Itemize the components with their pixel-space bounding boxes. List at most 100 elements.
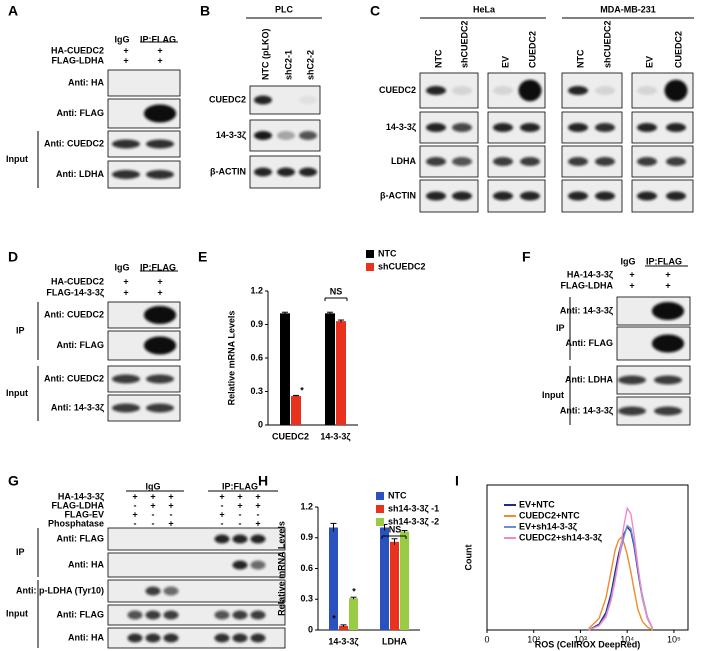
blot-label: Anti: FLAG: [57, 609, 105, 619]
sign: +: [629, 280, 634, 290]
band: [232, 633, 248, 643]
sign: +: [255, 500, 260, 510]
band: [618, 406, 646, 416]
band: [112, 374, 140, 384]
band: [595, 157, 615, 166]
header-label: IP:FLAG: [222, 481, 258, 491]
sign: +: [255, 518, 260, 528]
bar: [280, 313, 290, 425]
condition-label: HA-14-3-3ζ: [58, 491, 104, 501]
blot-label: CUEDC2: [379, 85, 416, 95]
panel-letter: E: [198, 249, 207, 265]
bar: [380, 527, 389, 630]
lane-label: EV: [500, 56, 510, 68]
sign: +: [237, 500, 242, 510]
band: [254, 167, 272, 177]
bar: [390, 541, 399, 630]
band: [520, 191, 540, 201]
band: [618, 375, 646, 385]
band: [654, 406, 682, 416]
band: [143, 104, 177, 123]
legend-label: NTC: [378, 248, 397, 258]
blot-box: [107, 604, 286, 626]
condition-label: HA-14-3-3ζ: [567, 269, 613, 279]
panel-letter: C: [370, 3, 380, 19]
sign: +: [150, 500, 155, 510]
band: [637, 191, 657, 201]
blot-box: [107, 69, 181, 97]
y-tick-label: 0: [258, 419, 263, 429]
band: [254, 95, 272, 105]
band: [520, 123, 540, 132]
sign: +: [219, 491, 224, 501]
lane-label: shCUEDC2: [602, 20, 612, 68]
sign: +: [123, 45, 128, 55]
y-axis-label: Relative mRNA Levels: [276, 521, 286, 616]
sign: +: [157, 55, 162, 65]
panel-letter: I: [455, 473, 459, 489]
blot-label: 14-3-3ζ: [216, 130, 246, 140]
blot-label: Anti: FLAG: [57, 340, 105, 350]
band: [666, 157, 686, 166]
blot-label: Anti: CUEDC2: [44, 373, 104, 383]
lane-label: NTC: [433, 49, 443, 68]
legend-label: EV+sh14-3-3ζ: [519, 521, 577, 531]
panel-letter: G: [8, 473, 19, 489]
band: [299, 167, 317, 177]
band: [452, 123, 472, 132]
bar: [400, 531, 409, 630]
legend-swatch: [366, 250, 374, 258]
band: [232, 534, 248, 544]
band: [595, 123, 615, 132]
lane-label: shC2-2: [305, 50, 315, 80]
band: [568, 157, 588, 166]
band: [426, 86, 446, 95]
band: [214, 633, 230, 643]
band: [426, 191, 446, 201]
group-label: Input: [6, 388, 28, 398]
y-tick-label: 0.6: [300, 563, 313, 573]
header-label: IgG: [115, 34, 130, 44]
sign: +: [665, 269, 670, 279]
blot-label: Anti: HA: [68, 559, 104, 569]
band: [146, 170, 174, 179]
group-label: IP: [16, 325, 25, 335]
y-tick-label: 0.3: [250, 386, 263, 396]
histogram-line: [588, 535, 653, 631]
annotation: NS: [330, 286, 343, 296]
condition-label: FLAG-14-3-3ζ: [46, 287, 104, 297]
band: [127, 633, 143, 643]
band: [426, 123, 446, 132]
sign: +: [157, 45, 162, 55]
blot-label: LDHA: [391, 156, 416, 166]
legend-label: sh14-3-3ζ -2: [388, 516, 439, 526]
sign: +: [157, 276, 162, 286]
band: [299, 131, 317, 140]
band: [250, 534, 266, 544]
blot-label: Anti: FLAG: [57, 533, 105, 543]
sign: -: [170, 509, 173, 519]
y-tick-label: 0.9: [300, 532, 313, 542]
bar: [329, 527, 338, 630]
band: [232, 610, 248, 620]
band: [277, 131, 295, 140]
band: [637, 86, 657, 95]
sign: +: [132, 509, 137, 519]
legend-swatch: [376, 492, 384, 500]
band: [277, 167, 295, 177]
bar: [339, 625, 348, 630]
band: [112, 403, 140, 413]
panel-letter: A: [8, 3, 18, 19]
band: [493, 191, 513, 201]
sign: -: [239, 518, 242, 528]
group-label: Input: [6, 154, 28, 164]
header-label: IP:FLAG: [140, 262, 176, 272]
blot-box: [107, 579, 286, 603]
sign: -: [239, 509, 242, 519]
band: [493, 86, 513, 95]
band: [664, 79, 688, 102]
y-axis-label: Relative mRNA Levels: [226, 311, 236, 406]
lane-label: NTC (pLKO): [260, 29, 270, 81]
annotation: *: [352, 586, 356, 596]
